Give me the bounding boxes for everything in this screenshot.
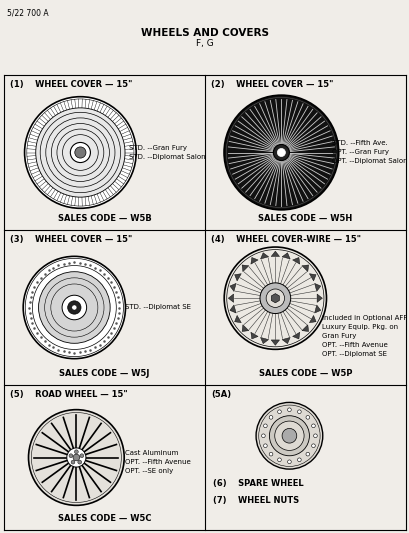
Circle shape [256, 402, 322, 469]
Polygon shape [260, 337, 268, 344]
Polygon shape [301, 325, 308, 332]
Text: (6)    SPARE WHEEL: (6) SPARE WHEEL [213, 479, 303, 488]
Circle shape [305, 416, 309, 419]
Text: STD. --Fifth Ave.
OPT. --Gran Fury
OPT. --Diplomat Salon: STD. --Fifth Ave. OPT. --Gran Fury OPT. … [331, 140, 406, 164]
Text: SALES CODE — W5H: SALES CODE — W5H [258, 214, 352, 223]
Circle shape [273, 144, 289, 160]
Text: SALES CODE — W5C: SALES CODE — W5C [58, 514, 151, 523]
Text: (5)    ROAD WHEEL — 15": (5) ROAD WHEEL — 15" [10, 390, 127, 399]
Circle shape [72, 305, 77, 310]
Circle shape [74, 147, 86, 158]
Circle shape [297, 458, 301, 462]
Text: (4)    WHEEL COVER-WIRE — 15": (4) WHEEL COVER-WIRE — 15" [211, 235, 360, 244]
Circle shape [69, 454, 73, 458]
Polygon shape [301, 265, 308, 272]
Polygon shape [260, 253, 268, 259]
Circle shape [23, 256, 125, 359]
Text: SALES CODE — W5P: SALES CODE — W5P [258, 369, 351, 378]
Circle shape [224, 247, 326, 349]
Polygon shape [281, 337, 290, 344]
Circle shape [287, 408, 290, 411]
Circle shape [269, 416, 309, 456]
Text: Cast Aluminum
OPT. --Fifth Avenue
OPT. --SE only: Cast Aluminum OPT. --Fifth Avenue OPT. -… [124, 450, 190, 474]
Polygon shape [250, 257, 258, 264]
Circle shape [263, 424, 267, 427]
Text: STD. --Gran Fury
STD. --Diplomat Salon: STD. --Gran Fury STD. --Diplomat Salon [128, 145, 205, 160]
Polygon shape [314, 284, 320, 292]
Text: (7)    WHEEL NUTS: (7) WHEEL NUTS [213, 497, 299, 505]
Circle shape [62, 295, 86, 320]
Circle shape [277, 410, 281, 414]
Circle shape [70, 142, 90, 163]
Text: SALES CODE — W5J: SALES CODE — W5J [59, 369, 149, 378]
Text: SALES CODE — W5B: SALES CODE — W5B [58, 214, 151, 223]
Circle shape [29, 410, 124, 505]
Polygon shape [314, 305, 320, 313]
Circle shape [305, 453, 309, 456]
Text: 5/22 700 A: 5/22 700 A [7, 8, 49, 17]
Circle shape [78, 460, 81, 464]
Circle shape [263, 444, 267, 448]
Polygon shape [270, 251, 279, 256]
Polygon shape [309, 274, 315, 281]
Polygon shape [241, 325, 248, 332]
Circle shape [313, 434, 317, 438]
Circle shape [25, 96, 136, 208]
Polygon shape [229, 305, 236, 313]
Circle shape [36, 108, 125, 197]
Circle shape [297, 410, 301, 414]
Polygon shape [281, 253, 290, 259]
Circle shape [277, 149, 285, 157]
Circle shape [67, 301, 81, 314]
Circle shape [259, 283, 290, 313]
Text: Included in Optional AFF
Luxury Equip. Pkg. on
Gran Fury
OPT. --Fifth Avenue
OPT: Included in Optional AFF Luxury Equip. P… [321, 315, 406, 357]
Circle shape [73, 454, 79, 461]
Polygon shape [241, 265, 248, 272]
Polygon shape [228, 294, 233, 302]
Text: (1)    WHEEL COVER — 15": (1) WHEEL COVER — 15" [10, 80, 132, 89]
Circle shape [287, 460, 290, 464]
Polygon shape [250, 332, 258, 339]
Polygon shape [234, 274, 241, 281]
Circle shape [223, 95, 338, 210]
Polygon shape [234, 316, 241, 322]
Polygon shape [292, 332, 299, 339]
Polygon shape [292, 257, 299, 264]
Circle shape [80, 454, 83, 458]
Text: WHEELS AND COVERS: WHEELS AND COVERS [141, 28, 268, 38]
Circle shape [265, 289, 284, 308]
Polygon shape [271, 294, 279, 303]
Circle shape [71, 460, 75, 464]
Circle shape [274, 421, 303, 450]
Text: STD. --Diplomat SE: STD. --Diplomat SE [124, 304, 190, 310]
Circle shape [38, 272, 110, 343]
Polygon shape [229, 284, 236, 292]
Polygon shape [309, 316, 315, 322]
Circle shape [311, 444, 315, 448]
Circle shape [67, 448, 86, 467]
Polygon shape [270, 340, 279, 345]
Circle shape [269, 453, 272, 456]
Text: (5A): (5A) [211, 390, 231, 399]
Circle shape [74, 450, 78, 454]
Text: F, G: F, G [196, 39, 213, 48]
Circle shape [269, 416, 272, 419]
Polygon shape [316, 294, 321, 302]
Circle shape [281, 429, 296, 443]
Circle shape [261, 434, 265, 438]
Text: (2)    WHEEL COVER — 15": (2) WHEEL COVER — 15" [211, 80, 333, 89]
Circle shape [311, 424, 315, 427]
Text: (3)    WHEEL COVER — 15": (3) WHEEL COVER — 15" [10, 235, 132, 244]
Circle shape [277, 458, 281, 462]
